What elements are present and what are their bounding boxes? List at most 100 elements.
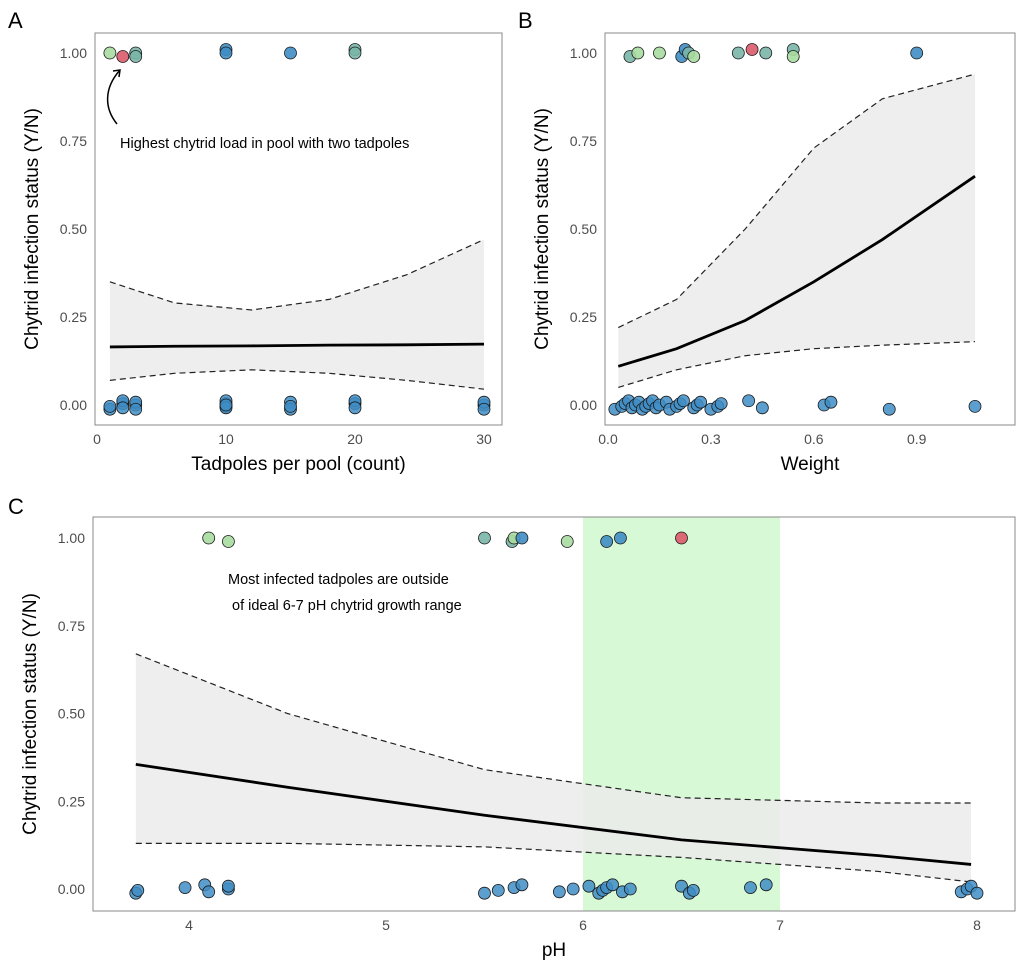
point-uninfected	[202, 885, 216, 899]
point-uninfected	[284, 400, 297, 413]
point-infected	[103, 46, 117, 60]
annotation-c-line2: of ideal 6-7 pH chytrid growth range	[232, 598, 462, 614]
x-tick-label: 0.6	[804, 431, 824, 447]
point-infected	[731, 46, 745, 60]
x-tick-label: 20	[347, 431, 363, 447]
point-uninfected	[491, 884, 505, 897]
point-uninfected	[131, 884, 145, 897]
point-uninfected	[714, 397, 728, 410]
point-infected	[202, 531, 216, 545]
x-axis-label: pH	[542, 940, 566, 961]
y-tick-label: 0.00	[570, 397, 597, 413]
point-uninfected	[694, 395, 708, 409]
x-tick-label: 8	[973, 917, 981, 933]
y-tick-label: 1.00	[570, 45, 597, 61]
y-tick-label: 0.75	[58, 618, 85, 634]
panel-a: 0.00 0.25 0.50 0.75 1.00 0 10 20 30 Tadpoles per …	[22, 32, 503, 475]
point-infected	[515, 531, 529, 545]
point-infected	[284, 46, 297, 60]
x-tick-label: 0.0	[598, 431, 618, 447]
point-infected	[221, 535, 235, 548]
ci-upper-line	[618, 73, 976, 329]
point-uninfected	[677, 394, 690, 408]
x-tick-label: 7	[776, 917, 784, 933]
confidence-band	[135, 653, 972, 882]
point-uninfected	[178, 881, 192, 894]
point-uninfected	[623, 882, 637, 896]
point-infected	[348, 46, 362, 60]
y-tick-label: 0.25	[60, 309, 87, 325]
x-tick-label: 10	[218, 431, 234, 447]
y-tick-label: 0.75	[570, 133, 597, 149]
point-uninfected	[515, 878, 529, 892]
annotation-a: Highest chytrid load in pool with two ta…	[120, 136, 409, 152]
point-infected	[116, 50, 130, 63]
point-uninfected	[970, 886, 984, 900]
point-infected	[786, 50, 800, 63]
y-axis-label: Chytrid infection status (Y/N)	[532, 108, 553, 350]
point-infected	[745, 43, 759, 56]
ci-upper-line	[135, 653, 972, 804]
ci-upper-line	[109, 239, 485, 311]
x-tick-label: 0	[93, 431, 101, 447]
point-infected	[759, 46, 773, 60]
point-infected	[910, 46, 924, 60]
ci-lower-line	[618, 341, 976, 388]
panel-label-a: A	[8, 8, 23, 33]
point-infected	[631, 46, 645, 60]
y-tick-label: 1.00	[60, 45, 87, 61]
point-uninfected	[968, 400, 982, 413]
point-infected	[687, 50, 701, 63]
point-uninfected	[103, 400, 117, 413]
y-tick-label: 0.50	[60, 221, 87, 237]
x-axis-label: Tadpoles per pool (count)	[191, 454, 405, 475]
y-tick-label: 0.50	[570, 221, 597, 237]
confidence-band	[618, 74, 976, 388]
point-uninfected	[129, 402, 143, 416]
panel-c: 0.00 0.25 0.50 0.75 1.00 4 5 6 7 8 pH Chytrid infec…	[20, 516, 1016, 961]
x-axis-label: Weight	[781, 454, 841, 475]
point-uninfected	[686, 884, 700, 897]
point-infected	[653, 46, 666, 60]
point-infected	[219, 46, 233, 60]
panel-label-b: B	[518, 8, 533, 33]
point-infected	[614, 531, 627, 545]
point-uninfected	[582, 879, 596, 893]
x-tick-label: 5	[382, 917, 390, 933]
point-uninfected	[116, 401, 130, 415]
point-uninfected	[348, 401, 362, 415]
point-uninfected	[566, 882, 580, 896]
point-uninfected	[759, 878, 773, 892]
y-tick-label: 1.00	[58, 530, 85, 546]
fit-line	[135, 763, 972, 866]
point-uninfected	[744, 881, 757, 894]
x-tick-label: 0.9	[907, 431, 927, 447]
y-tick-label: 0.25	[570, 309, 597, 325]
annotation-c-line1: Most infected tadpoles are outside	[228, 572, 449, 588]
panel-b: 0.00 0.25 0.50 0.75 1.00 0.0 0.3 0.6 0.9 Weight Ch…	[532, 32, 1016, 475]
point-infected	[478, 531, 491, 545]
x-tick-label: 30	[476, 431, 492, 447]
x-tick-label: 4	[185, 917, 193, 933]
x-tick-label: 0.3	[701, 431, 721, 447]
y-tick-label: 0.00	[60, 397, 87, 413]
y-tick-label: 0.25	[58, 793, 85, 809]
point-infected	[675, 531, 688, 545]
plot-border	[92, 516, 1016, 912]
y-tick-label: 0.50	[58, 706, 85, 722]
panel-label-c: C	[8, 494, 24, 519]
x-tick-label: 6	[579, 917, 587, 933]
point-uninfected	[742, 394, 756, 408]
point-uninfected	[478, 886, 491, 900]
point-uninfected	[221, 879, 235, 893]
plot-border	[94, 32, 503, 426]
point-uninfected	[477, 402, 491, 416]
annotation-arrow	[106, 69, 121, 125]
y-axis-label: Chytrid infection status (Y/N)	[22, 108, 43, 350]
point-uninfected	[219, 398, 233, 412]
confidence-band	[109, 239, 485, 390]
y-axis-label: Chytrid infection status (Y/N)	[20, 593, 41, 835]
point-infected	[129, 50, 143, 63]
